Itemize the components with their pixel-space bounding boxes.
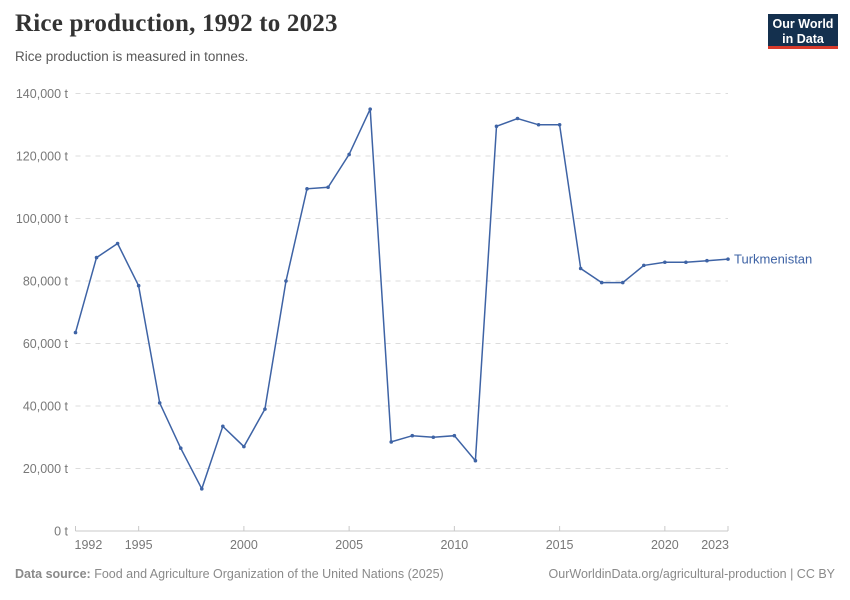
data-point[interactable] — [599, 280, 604, 285]
chart-subtitle: Rice production is measured in tonnes. — [15, 49, 249, 64]
data-point[interactable] — [347, 152, 351, 157]
owid-logo[interactable]: Our World in Data — [768, 14, 838, 49]
data-point[interactable] — [221, 424, 225, 429]
data-source: Data source: Food and Agriculture Organi… — [15, 567, 444, 581]
data-point[interactable] — [178, 446, 183, 450]
data-point[interactable] — [389, 440, 394, 444]
data-point[interactable] — [620, 280, 625, 285]
data-line[interactable] — [74, 108, 729, 491]
data-point[interactable] — [494, 124, 499, 129]
x-tick-label: 2023 — [701, 538, 729, 552]
y-tick-label: 140,000 t — [16, 87, 69, 101]
data-point[interactable] — [705, 258, 709, 263]
data-point[interactable] — [473, 458, 478, 463]
data-point[interactable] — [431, 435, 436, 440]
x-tick-label: 2010 — [440, 538, 468, 552]
data-point[interactable] — [557, 122, 562, 127]
owid-logo-line2: in Data — [782, 31, 824, 46]
y-tick-label: 80,000 t — [23, 275, 69, 289]
data-point[interactable] — [136, 283, 141, 288]
y-tick-label: 100,000 t — [16, 212, 69, 226]
data-point[interactable] — [515, 116, 520, 121]
data-point[interactable] — [452, 433, 457, 438]
y-tick-label: 40,000 t — [23, 400, 69, 414]
chart-footer: Data source: Food and Agriculture Organi… — [15, 567, 835, 581]
x-tick-label: 2020 — [651, 538, 679, 552]
data-point[interactable] — [663, 260, 667, 265]
y-tick-label: 60,000 t — [23, 337, 69, 351]
data-point[interactable] — [73, 330, 78, 335]
owid-logo-line1: Our World — [772, 17, 834, 31]
y-tick-label: 0 t — [54, 525, 68, 539]
data-point[interactable] — [326, 185, 330, 190]
data-point[interactable] — [199, 487, 204, 491]
data-point[interactable] — [305, 187, 309, 191]
data-point[interactable] — [368, 107, 372, 111]
data-point[interactable] — [410, 433, 415, 438]
data-point[interactable] — [536, 122, 541, 127]
x-tick-label: 2000 — [230, 538, 258, 552]
data-point[interactable] — [157, 401, 162, 405]
y-tick-label: 120,000 t — [16, 150, 69, 164]
data-point[interactable] — [242, 444, 246, 449]
y-tick-label: 20,000 t — [23, 462, 69, 476]
page-title: Rice production, 1992 to 2023 — [15, 10, 338, 37]
data-point[interactable] — [726, 257, 730, 261]
data-source-label: Data source: — [15, 567, 91, 581]
x-tick-label: 1992 — [75, 538, 103, 552]
data-point[interactable] — [115, 241, 120, 246]
series-label: Turkmenistan — [734, 252, 812, 267]
credit-link[interactable]: OurWorldinData.org/agricultural-producti… — [548, 567, 835, 581]
data-source-text: Food and Agriculture Organization of the… — [90, 567, 444, 581]
data-point[interactable] — [684, 260, 688, 265]
x-tick-label: 2015 — [546, 538, 574, 552]
data-point[interactable] — [642, 263, 646, 268]
data-point[interactable] — [578, 266, 583, 271]
data-point[interactable] — [284, 279, 288, 283]
data-point[interactable] — [263, 407, 267, 411]
x-tick-label: 2005 — [335, 538, 363, 552]
data-point[interactable] — [94, 255, 99, 260]
x-tick-label: 1995 — [125, 538, 153, 552]
